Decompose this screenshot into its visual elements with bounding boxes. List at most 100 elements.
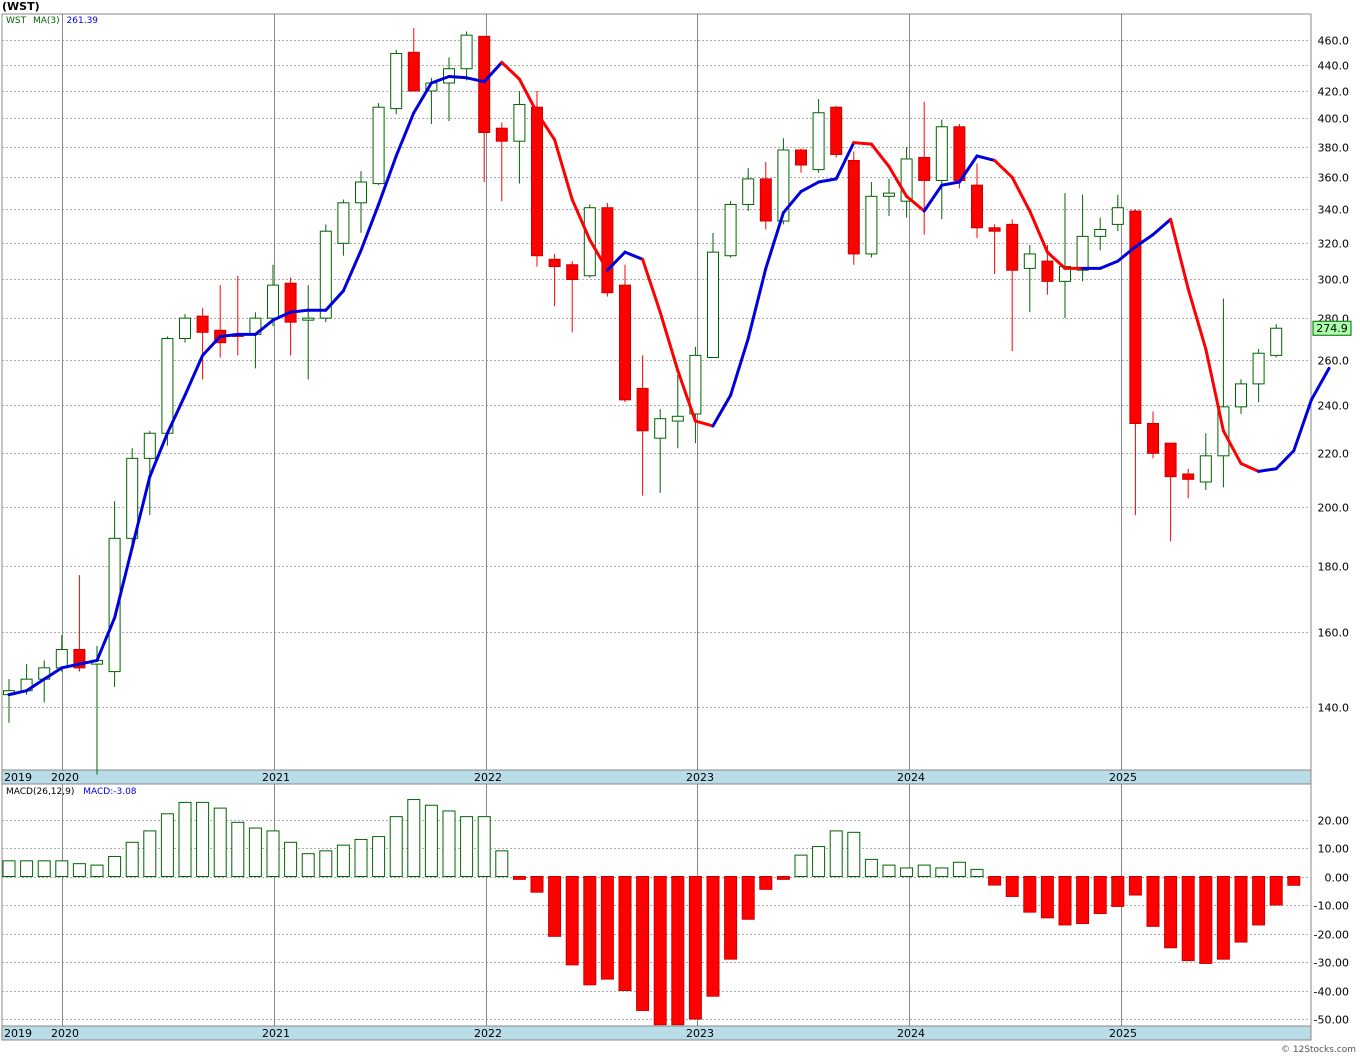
year-label: 2020: [51, 1027, 79, 1040]
ma-segment: [817, 177, 838, 184]
macd-bar: [565, 876, 579, 966]
candle-body: [988, 227, 1001, 232]
ma-segment: [887, 165, 909, 198]
ma-segment: [553, 138, 574, 202]
ma-value: 261.39: [66, 16, 99, 26]
candle-body: [73, 648, 86, 669]
ma-segment: [658, 310, 680, 373]
candle-body: [847, 159, 860, 255]
candle-body: [742, 178, 755, 205]
price-legend: WST MA(3) 261.39: [6, 16, 98, 26]
macd-bar: [1023, 876, 1037, 913]
ma-segment: [1151, 217, 1173, 237]
ma-segment: [77, 658, 99, 666]
price-tick-label: 400.0: [1318, 113, 1350, 126]
macd-bar: [442, 810, 456, 878]
ma-segment: [394, 111, 416, 158]
ma-segment: [1028, 209, 1049, 254]
candle-body: [971, 184, 983, 229]
macd-bar: [1181, 876, 1195, 962]
candle-body: [1129, 210, 1142, 425]
macd-bar: [1252, 876, 1266, 926]
ma-segment: [676, 369, 697, 423]
ma-segment: [1169, 217, 1190, 291]
ma-segment: [623, 250, 645, 261]
macd-tick-label: -30.00: [1314, 957, 1349, 970]
macd-bar: [600, 876, 614, 980]
candle-body: [460, 34, 473, 70]
macd-bar: [548, 876, 562, 937]
macd-bar: [196, 801, 210, 878]
candle-body: [918, 156, 931, 181]
ma-segment: [218, 332, 240, 338]
candle-body: [1270, 327, 1283, 356]
ma-segment: [447, 74, 469, 80]
candle-body: [935, 126, 948, 181]
macd-bar: [477, 816, 491, 878]
candle-body: [407, 51, 420, 92]
candle-body: [196, 315, 209, 333]
candle-body: [1006, 223, 1019, 271]
candle-body: [900, 158, 913, 202]
candle-body: [161, 338, 174, 434]
macd-bar: [55, 860, 69, 878]
macd-bar: [847, 831, 861, 878]
candle-body: [1182, 473, 1195, 480]
candle-body: [759, 178, 772, 222]
macd-bar: [213, 807, 227, 877]
ma-segment: [1045, 250, 1067, 270]
macd-bar: [1076, 876, 1090, 925]
macd-bar: [794, 854, 808, 877]
ma-segment: [746, 266, 768, 341]
macd-bar: [970, 868, 984, 877]
macd-bar: [917, 864, 931, 877]
candle-body: [619, 284, 631, 401]
macd-value: MACD:-3.08: [83, 787, 137, 797]
candle-body: [566, 264, 579, 280]
ma-segment: [1186, 287, 1208, 351]
ma-segment: [324, 289, 345, 312]
candle-body: [1199, 455, 1212, 483]
chart-title: (WST): [2, 0, 40, 13]
macd-bar: [424, 804, 438, 877]
price-tick-label: 240.0: [1318, 400, 1350, 413]
macd-bar: [1128, 876, 1142, 896]
candle-body: [302, 317, 315, 321]
candle-body: [267, 284, 279, 319]
candle-body: [830, 106, 843, 155]
ma-segment: [869, 142, 891, 169]
ma-segment: [412, 81, 433, 115]
macd-bar: [301, 853, 315, 878]
macd-bar: [248, 827, 262, 877]
ma-segment: [1309, 366, 1331, 402]
ma-segment: [1098, 259, 1120, 270]
ma-segment: [517, 77, 539, 115]
candle-body: [179, 317, 191, 340]
ma-label: MA(3): [32, 16, 60, 26]
ma-segment: [1292, 398, 1313, 453]
ma-segment: [570, 198, 592, 242]
ma-segment: [1133, 233, 1155, 249]
price-tick-label: 140.0: [1318, 702, 1350, 715]
year-label: 2023: [686, 1027, 714, 1040]
candle-body: [126, 457, 139, 539]
macd-bar: [530, 876, 544, 893]
price-tick-label: 360.0: [1318, 172, 1350, 185]
macd-bar: [284, 841, 298, 877]
ma-segment: [852, 141, 873, 146]
macd-bar: [266, 830, 280, 878]
macd-tick-label: -50.00: [1314, 1014, 1349, 1027]
macd-bar: [1199, 876, 1213, 964]
ma-segment: [341, 248, 363, 293]
macd-tick-label: -40.00: [1314, 986, 1349, 999]
ma-segment: [25, 677, 46, 693]
macd-bar: [495, 850, 509, 877]
candle-body: [478, 35, 491, 133]
candle-body: [1076, 235, 1089, 271]
candle-body: [284, 282, 297, 323]
macd-bar: [583, 876, 597, 986]
ma-segment: [1204, 347, 1225, 433]
macd-bar: [900, 867, 914, 878]
macd-bar: [1058, 876, 1072, 926]
macd-bar: [1005, 876, 1019, 897]
